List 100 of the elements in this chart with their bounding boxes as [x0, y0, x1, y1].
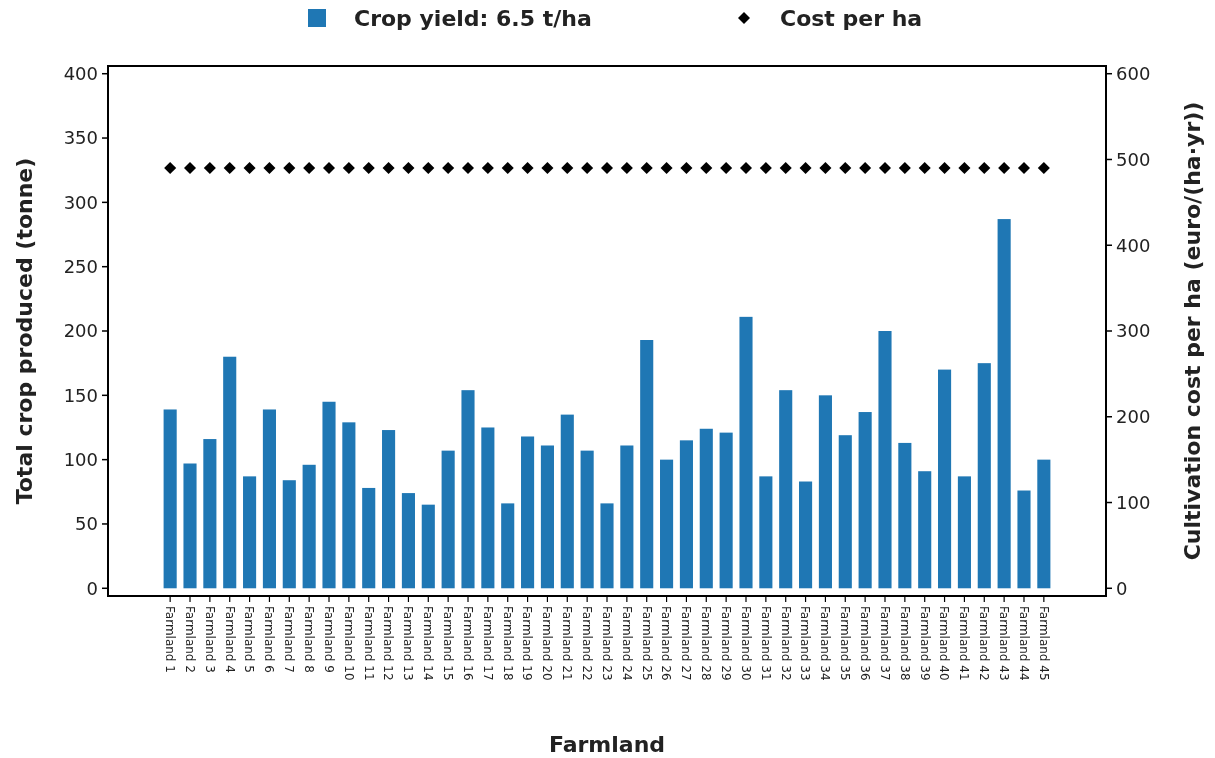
y-tick-label: 300 [63, 191, 98, 213]
x-tick-label: Farmland 33 [798, 606, 813, 681]
bar [461, 390, 475, 589]
bar [580, 450, 594, 589]
y-axis-title: Total crop produced (tonne) [12, 157, 37, 505]
x-tick-label: Farmland 7 [282, 606, 297, 673]
bar [401, 493, 415, 589]
bar [163, 409, 177, 589]
bar [620, 445, 634, 589]
x-tick-label: Farmland 9 [321, 606, 336, 673]
bar [997, 219, 1011, 589]
x-tick-label: Farmland 6 [262, 606, 277, 673]
x-tick-label: Farmland 25 [639, 606, 654, 681]
bar [560, 414, 574, 589]
x-tick-label: Farmland 26 [659, 606, 674, 681]
x-tick-label: Farmland 14 [421, 606, 436, 681]
bar [977, 363, 991, 589]
x-tick-label: Farmland 16 [460, 606, 475, 681]
x-tick-label: Farmland 45 [1036, 606, 1051, 681]
x-tick-label: Farmland 11 [361, 606, 376, 681]
bar [481, 427, 495, 589]
bar [600, 503, 614, 589]
x-tick-label: Farmland 30 [738, 606, 753, 681]
x-tick-label: Farmland 13 [401, 606, 416, 681]
bar [799, 481, 813, 589]
bar [898, 442, 912, 589]
y-tick-label: 350 [63, 127, 98, 149]
bar [779, 390, 793, 589]
x-tick-label: Farmland 10 [341, 606, 356, 681]
x-tick-label: Farmland 8 [301, 606, 316, 673]
bar [878, 331, 892, 589]
x-tick-label: Farmland 40 [937, 606, 952, 681]
y-tick-label: 150 [63, 384, 98, 406]
bar [1037, 459, 1051, 589]
x-tick-label: Farmland 44 [1016, 606, 1031, 681]
bar [640, 340, 654, 589]
bar [441, 450, 455, 589]
x-tick-label: Farmland 42 [977, 606, 992, 681]
y-tick-label: 0 [86, 577, 98, 599]
x-axis-title: Farmland [548, 732, 666, 757]
x-tick-label: Farmland 15 [440, 606, 455, 681]
bar [183, 463, 197, 589]
bar [838, 435, 852, 589]
x-tick-label: Farmland 2 [182, 606, 197, 673]
bar [501, 503, 515, 589]
y2-tick-label: 300 [1116, 320, 1151, 342]
x-tick-label: Farmland 17 [480, 606, 495, 681]
x-tick-label: Farmland 20 [540, 606, 555, 681]
bar [382, 430, 396, 589]
bar [739, 316, 753, 589]
x-tick-label: Farmland 4 [222, 606, 237, 673]
bar [521, 436, 535, 589]
y2-axis-title: Cultivation cost per ha (euro/(ha·yr)) [1180, 101, 1205, 561]
bar [918, 471, 932, 589]
x-tick-label: Farmland 34 [818, 606, 833, 681]
x-tick-label: Farmland 37 [877, 606, 892, 681]
bar [1017, 490, 1031, 589]
x-tick-label: Farmland 39 [917, 606, 932, 681]
bar [719, 432, 733, 589]
legend-label: Cost per ha [780, 5, 923, 31]
x-tick-label: Farmland 24 [619, 606, 634, 681]
x-tick-label: Farmland 38 [897, 606, 912, 681]
x-tick-label: Farmland 23 [599, 606, 614, 681]
y2-tick-label: 400 [1116, 234, 1151, 256]
y-tick-label: 100 [63, 448, 98, 470]
bar [540, 445, 554, 589]
x-tick-label: Farmland 35 [838, 606, 853, 681]
bar [302, 464, 316, 589]
y-tick-label: 250 [63, 255, 98, 277]
bar [938, 369, 952, 589]
bar [262, 409, 276, 589]
x-tick-label: Farmland 5 [242, 606, 257, 673]
y-tick-label: 200 [63, 320, 98, 342]
bar [342, 422, 356, 589]
y2-tick-label: 200 [1116, 406, 1151, 428]
x-tick-label: Farmland 18 [500, 606, 515, 681]
y2-tick-label: 0 [1116, 577, 1128, 599]
y2-tick-label: 600 [1116, 63, 1151, 85]
bar [322, 401, 336, 589]
y2-tick-label: 500 [1116, 148, 1151, 170]
bar [362, 487, 376, 589]
bar [818, 395, 832, 589]
x-tick-label: Farmland 28 [699, 606, 714, 681]
x-tick-label: Farmland 43 [996, 606, 1011, 681]
x-tick-label: Farmland 3 [202, 606, 217, 673]
bar [660, 459, 674, 589]
x-tick-label: Farmland 36 [857, 606, 872, 681]
x-tick-label: Farmland 19 [520, 606, 535, 681]
x-tick-label: Farmland 22 [579, 606, 594, 681]
bar [243, 476, 257, 589]
bar [679, 440, 693, 589]
legend-label: Crop yield: 6.5 t/ha [354, 5, 592, 31]
bar [957, 476, 971, 589]
y2-tick-label: 100 [1116, 491, 1151, 513]
x-tick-label: Farmland 12 [381, 606, 396, 681]
x-tick-label: Farmland 21 [560, 606, 575, 681]
x-tick-label: Farmland 41 [957, 606, 972, 681]
x-tick-label: Farmland 32 [778, 606, 793, 681]
bar [282, 480, 296, 589]
x-tick-label: Farmland 31 [758, 606, 773, 681]
